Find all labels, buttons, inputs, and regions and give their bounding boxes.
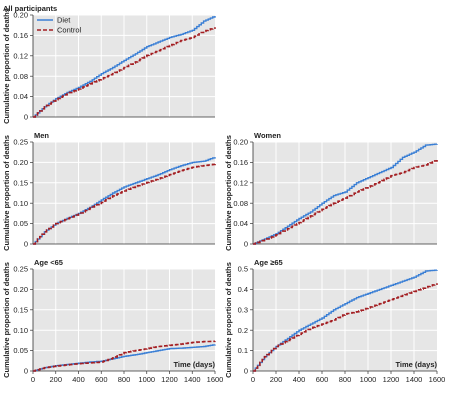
y-axis-title: Cumulative proportion of deaths	[2, 135, 11, 251]
x-tick-label: 0	[31, 375, 35, 384]
x-tick-label: 800	[118, 375, 131, 384]
series-line-diet	[253, 143, 438, 245]
legend-label-diet: Diet	[57, 16, 71, 25]
y-axis-title: Cumulative proportion of deaths	[2, 8, 11, 124]
legend-label-control: Control	[57, 26, 82, 35]
x-tick-label: 1400	[184, 375, 201, 384]
y-tick-label: 0.2	[238, 326, 248, 335]
y-tick-label: 0.16	[13, 31, 28, 40]
y-axis-title: Cumulative proportion of deaths	[224, 135, 233, 251]
panel-title: All participants	[3, 4, 57, 13]
y-tick-label: 0.20	[233, 138, 248, 147]
y-tick-label: 0	[244, 367, 248, 376]
y-tick-label: 0.05	[13, 346, 28, 355]
y-tick-label: 0.3	[238, 305, 248, 314]
x-tick-label: 200	[270, 375, 283, 384]
y-tick-label: 0.20	[13, 11, 28, 20]
series-line-diet	[33, 16, 216, 118]
x-tick-label: 600	[95, 375, 108, 384]
x-tick-label: 1600	[429, 375, 446, 384]
series-line-control	[33, 340, 216, 372]
y-tick-label: 0.16	[233, 158, 248, 167]
y-tick-label: 0.10	[13, 199, 28, 208]
panel-title: Men	[34, 131, 49, 140]
x-tick-label: 1000	[360, 375, 377, 384]
x-tick-label: 1200	[383, 375, 400, 384]
y-tick-label: 0.20	[13, 158, 28, 167]
panel-title: Age <65	[34, 258, 63, 267]
x-tick-label: 200	[49, 375, 62, 384]
x-tick-label: 1000	[138, 375, 155, 384]
x-tick-label: 400	[293, 375, 306, 384]
y-tick-label: 0.08	[13, 72, 28, 81]
panel-3: 0 0.05 0.10 0.15 0.20 0.25 0 200 400 600 800 1000 12…	[2, 258, 223, 384]
y-tick-label: 0.05	[13, 219, 28, 228]
y-axis-title: Cumulative proportion of deaths	[224, 262, 233, 378]
y-tick-label: 0.25	[13, 265, 28, 274]
x-tick-label: 0	[251, 375, 255, 384]
series-line-control	[253, 283, 438, 372]
panel-title: Age ≥65	[254, 258, 283, 267]
panel-title: Women	[254, 131, 281, 140]
y-tick-label: 0.04	[13, 92, 28, 101]
y-tick-label: 0.1	[238, 346, 248, 355]
y-tick-label: 0.4	[238, 285, 248, 294]
y-tick-label: 0.12	[13, 51, 28, 60]
y-tick-label: 0	[24, 240, 28, 249]
y-axis-title: Cumulative proportion of deaths	[2, 262, 11, 378]
series-line-control	[253, 159, 438, 245]
x-axis-title: Time (days)	[173, 360, 215, 369]
x-axis-title: Time (days)	[395, 360, 437, 369]
y-tick-label: 0.5	[238, 265, 248, 274]
y-tick-label: 0.12	[233, 178, 248, 187]
y-tick-label: 0.15	[13, 305, 28, 314]
series-line-control	[33, 163, 216, 245]
y-tick-label: 0	[24, 367, 28, 376]
x-tick-label: 1400	[406, 375, 423, 384]
x-tick-label: 400	[72, 375, 85, 384]
x-tick-label: 1200	[161, 375, 178, 384]
y-tick-label: 0.08	[233, 199, 248, 208]
y-tick-label: 0	[244, 240, 248, 249]
x-tick-label: 1600	[207, 375, 224, 384]
panel-4: 0 0.1 0.2 0.3 0.4 0.5 0 200 400 600 800 1000 1200 140…	[224, 258, 445, 384]
y-tick-label: 0.25	[13, 138, 28, 147]
series-line-control	[33, 27, 216, 118]
x-tick-label: 600	[316, 375, 329, 384]
x-tick-label: 800	[339, 375, 352, 384]
y-tick-label: 0	[24, 113, 28, 122]
y-tick-label: 0.15	[13, 178, 28, 187]
y-tick-label: 0.20	[13, 285, 28, 294]
y-tick-label: 0.10	[13, 326, 28, 335]
y-tick-label: 0.04	[233, 219, 248, 228]
